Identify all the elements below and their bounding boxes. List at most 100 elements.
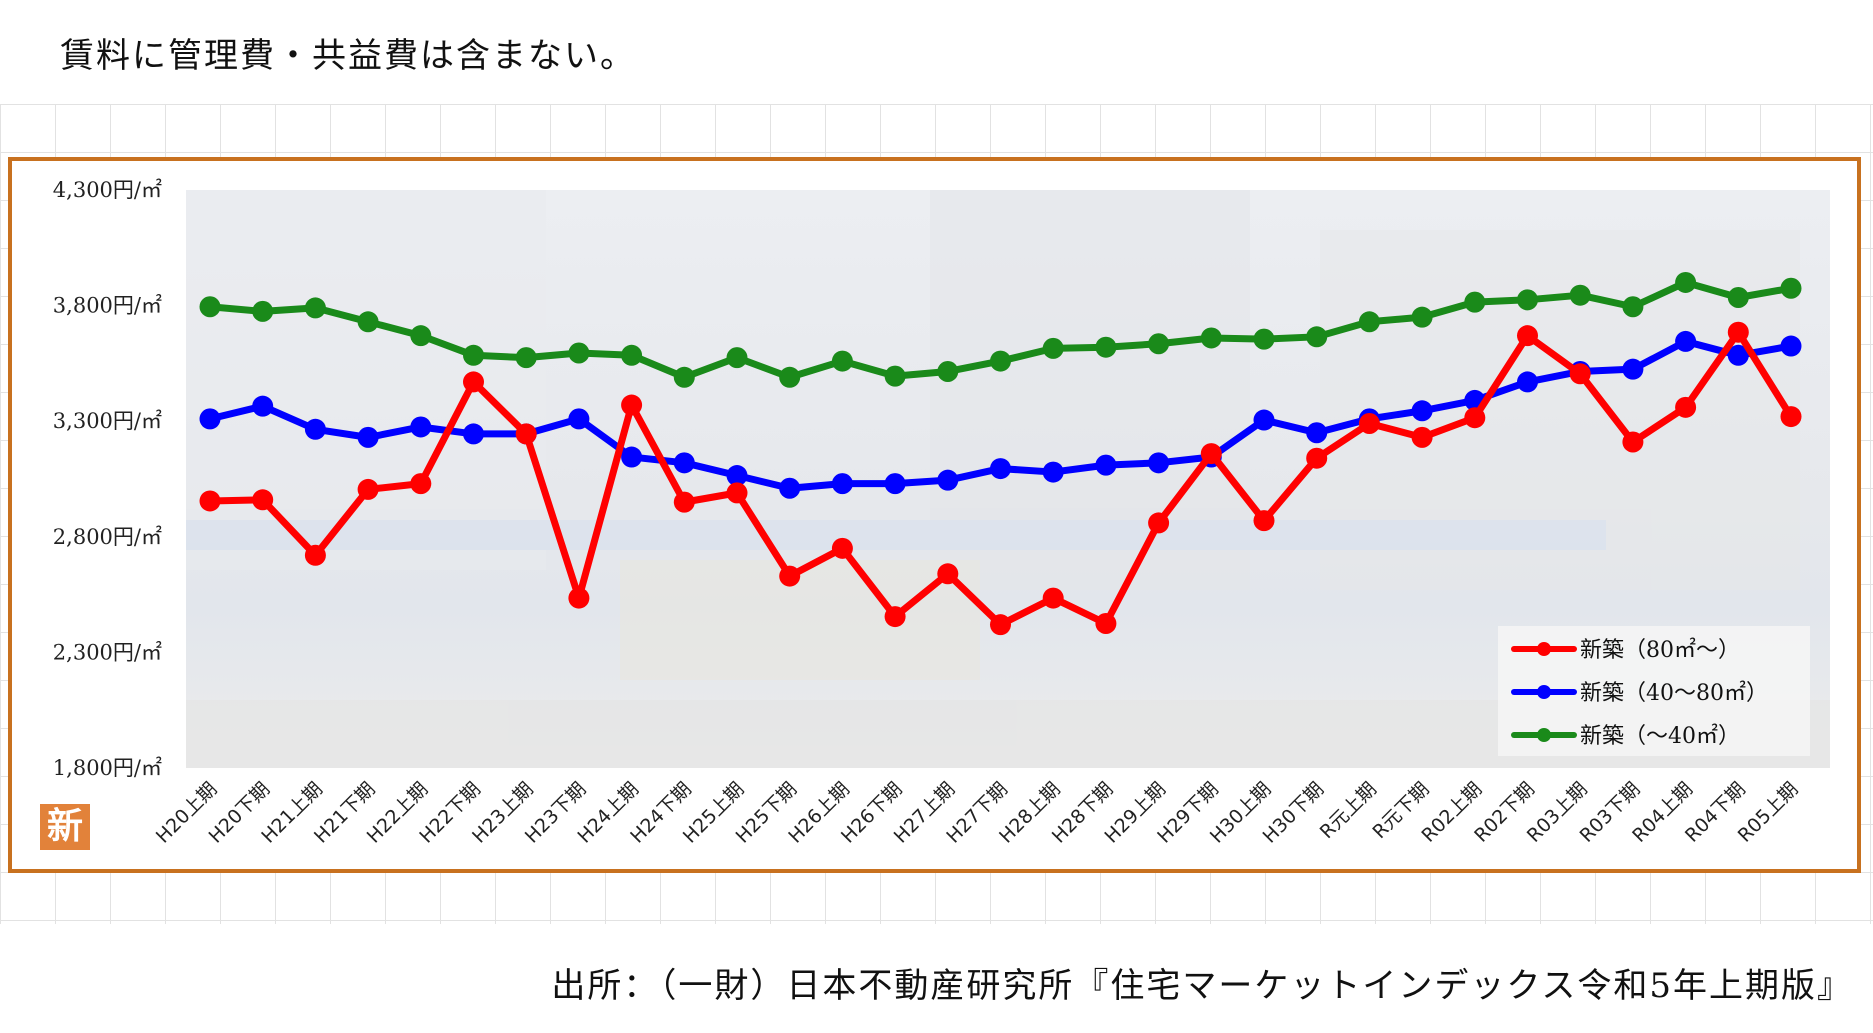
data-point [726,482,748,504]
data-point [199,296,221,318]
data-point [410,325,432,347]
legend-swatch-marker [1537,685,1551,699]
data-point [831,537,853,559]
data-point [1306,422,1328,444]
building-photo-watermark [186,190,1830,768]
data-point [884,606,906,628]
data-point [1200,443,1222,465]
legend-label: 新築（40～80㎡） [1580,680,1768,706]
data-point [1306,447,1328,469]
data-point [1095,613,1117,634]
header-band [0,0,1873,105]
data-point [1358,311,1380,333]
data-point [1042,587,1064,609]
data-point [199,490,221,512]
data-point [1464,291,1486,313]
data-point [568,587,590,609]
data-point [410,473,432,495]
data-point [515,423,537,445]
data-point [1306,326,1328,348]
y-tick-label: 3,800円/㎡ [53,294,162,318]
data-point [1464,407,1486,429]
data-point [1780,335,1802,357]
data-point [1042,337,1064,359]
data-point [1411,426,1433,448]
data-point [1095,336,1117,358]
data-point [410,416,432,438]
data-point [884,365,906,387]
data-point [673,452,695,474]
legend-label: 新築（～40㎡） [1580,723,1740,749]
data-point [937,360,959,382]
data-point [990,458,1011,480]
data-point [1727,287,1749,309]
data-point [199,408,221,430]
data-point [1517,371,1538,393]
data-point [1095,454,1117,476]
rent-note: 賃料に管理費・共益費は含まない。 [60,36,636,76]
data-point [515,347,537,369]
data-point [1148,452,1170,474]
data-point [1622,431,1644,453]
data-point [673,491,695,513]
y-tick-label: 2,300円/㎡ [53,640,162,664]
data-point [1675,396,1697,418]
series-2 [199,271,1802,388]
data-point [1411,400,1433,422]
data-point [779,366,801,388]
data-point [1517,325,1538,347]
data-point [1622,296,1644,318]
data-point [463,371,484,393]
y-tick-label: 4,300円/㎡ [53,178,162,202]
data-point [1253,328,1275,350]
data-point [568,408,590,430]
data-point [937,469,959,491]
data-point [1675,330,1697,352]
new-badge: 新 [40,804,90,850]
data-point [1727,344,1749,366]
data-point [252,395,274,417]
y-axis: 1,800円/㎡ 2,300円/㎡ 2,800円/㎡ 3,300円/㎡ 3,800円/㎡… [53,178,162,780]
series-layer [199,271,1802,636]
data-point [779,565,801,587]
legend-swatch-marker [1537,642,1551,656]
data-point [1517,289,1538,311]
data-point [990,614,1011,636]
data-point [726,347,748,369]
data-point [357,426,379,448]
data-point [304,297,326,319]
legend: 新築（80㎡～） 新築（40～80㎡） 新築（～40㎡） [1498,626,1810,756]
data-point [884,473,906,495]
data-point [1042,461,1064,483]
y-tick-label: 2,800円/㎡ [53,525,162,549]
data-point [1148,333,1170,355]
data-point [726,465,748,487]
series-0 [199,321,1802,636]
data-point [1253,409,1275,431]
data-point [357,478,379,500]
data-point [1622,358,1644,380]
source-citation: 出所：（一財）日本不動産研究所『住宅マーケットインデックス令和5年上期版』 [551,966,1853,1006]
data-point [779,477,801,499]
x-axis: H20上期H20下期H21上期H21下期H22上期H22下期H23上期H23下期… [152,778,1803,848]
data-point [621,446,643,468]
data-point [1780,406,1802,428]
data-point [1569,363,1591,385]
data-point [1148,512,1170,534]
data-point [357,311,379,333]
data-point [990,350,1011,372]
footer-band [0,924,1873,1033]
data-point [937,563,959,585]
data-point [252,300,274,322]
data-point [621,344,643,366]
data-point [831,350,853,372]
data-point [304,544,326,566]
data-point [673,366,695,388]
data-point [252,489,274,511]
data-point [304,418,326,440]
data-point [1253,510,1275,532]
data-point [1569,284,1591,306]
data-point [831,473,853,495]
y-tick-label: 3,300円/㎡ [53,409,162,433]
data-point [568,342,590,364]
